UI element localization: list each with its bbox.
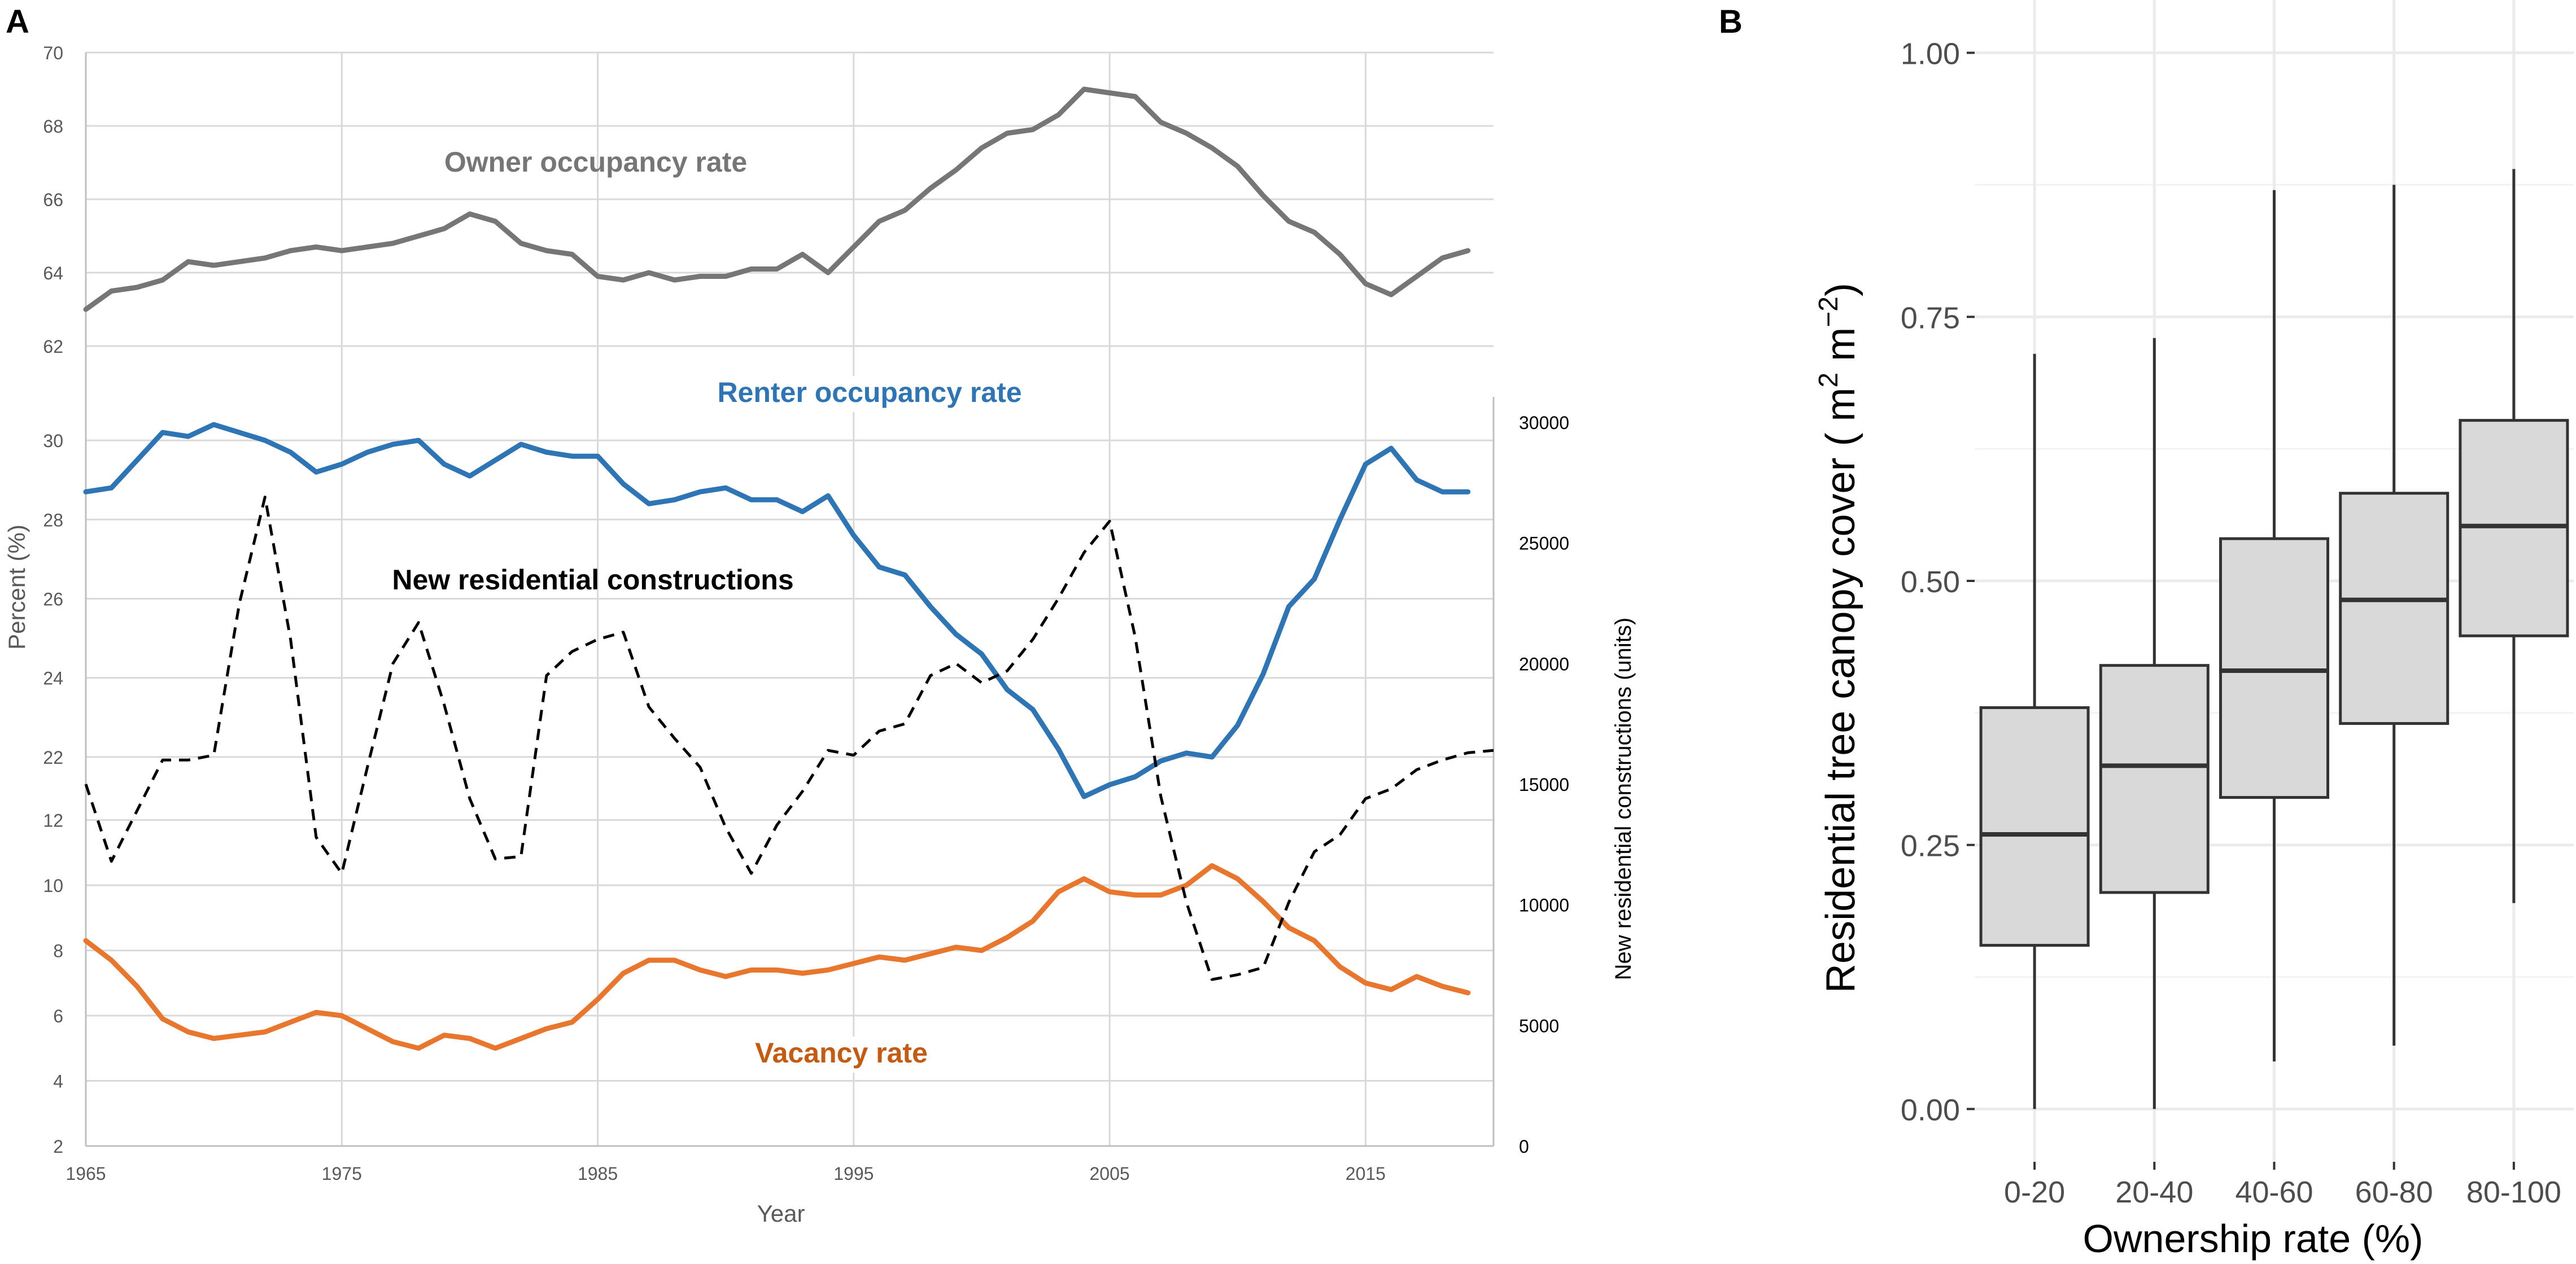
tick-label-owner-0: 62 [43, 336, 63, 357]
panel-a-series-labels: Owner occupancy rate Renter occupancy rat… [392, 146, 1028, 1073]
tick-label-owner-2: 66 [43, 190, 63, 210]
x-tick-label-2: 40-60 [2235, 1175, 2313, 1209]
tick-label-vacancy-5: 12 [43, 811, 63, 831]
x-tick-label-1: 20-40 [2115, 1175, 2193, 1209]
right-tick-label-0: 0 [1519, 1136, 1529, 1157]
series-line-owner-occupancy-rate [83, 86, 1471, 312]
tick-label-vacancy-0: 2 [53, 1136, 63, 1157]
y-title-sup-1: 2 [1814, 373, 1844, 388]
y-tick-label-1: 0.25 [1901, 829, 1960, 863]
right-tick-label-3: 15000 [1519, 775, 1569, 795]
series-line-vacancy-rate [83, 863, 1471, 1051]
panel-b: B 0.00 0.25 0.50 0.75 1.00 0-20 20-40 40-60 60-8… [1719, 0, 2574, 1261]
series-label-0: Owner occupancy rate [444, 146, 747, 178]
tick-label-owner-1: 64 [43, 263, 63, 283]
panel-b-tick-labels: 0.00 0.25 0.50 0.75 1.00 0-20 20-40 40-60 60-80 8… [1901, 37, 2561, 1209]
right-tick-label-1: 5000 [1519, 1016, 1559, 1036]
panel-a-axes [85, 53, 1495, 1147]
panel-b-y-axis-title: Residential tree canopy cover ( m2 m−2) [1814, 283, 1863, 993]
tick-label-renter-1: 24 [43, 668, 63, 689]
panel-a-right-axis-title: New residential constructions (units) [1611, 618, 1636, 980]
y-title-part-3: ) [1818, 283, 1863, 296]
tick-label-renter-3: 28 [43, 510, 63, 530]
series-label-background-1 [711, 376, 1028, 412]
y-tick-label-3: 0.75 [1901, 301, 1960, 335]
series-label-1: Renter occupancy rate [717, 377, 1021, 408]
box-3 [2339, 492, 2450, 725]
box-1 [2099, 664, 2210, 894]
x-tick-label-4: 80-100 [2466, 1175, 2561, 1209]
right-tick-label-6: 30000 [1519, 413, 1569, 433]
right-tick-label-5: 25000 [1519, 533, 1569, 554]
series-line-renter-occupancy-rate [83, 422, 1471, 799]
tick-label-owner-3: 68 [43, 116, 63, 137]
x-tick-label-0: 1965 [66, 1164, 106, 1184]
tick-label-renter-4: 30 [43, 431, 63, 451]
tick-label-renter-2: 26 [43, 589, 63, 610]
y-tick-label-4: 1.00 [1901, 37, 1960, 71]
series-label-2: New residential constructions [392, 564, 793, 596]
x-tick-label-3: 1995 [833, 1164, 874, 1184]
x-tick-label-0: 0-20 [2004, 1175, 2065, 1209]
tick-label-renter-0: 22 [43, 747, 63, 768]
right-tick-label-2: 10000 [1519, 895, 1569, 916]
series-label-background-3 [723, 1036, 960, 1073]
series-label-3: Vacancy rate [755, 1037, 928, 1069]
x-tick-label-4: 2005 [1089, 1164, 1129, 1184]
x-tick-label-5: 2015 [1346, 1164, 1386, 1184]
panel-a-label: A [6, 3, 29, 40]
right-tick-label-4: 20000 [1519, 654, 1569, 674]
x-tick-label-1: 1975 [322, 1164, 362, 1184]
box-2 [2219, 537, 2329, 799]
y-tick-label-2: 0.50 [1901, 565, 1960, 599]
panel-b-boxes [1979, 169, 2569, 1109]
panel-a-left-axis-title: Percent (%) [3, 524, 30, 650]
series-line-new-residential-constructions [84, 496, 1494, 981]
y-title-part-1: Residential tree canopy cover ( m [1818, 387, 1863, 992]
tick-label-owner-4: 70 [43, 43, 63, 63]
panel-b-x-axis-title: Ownership rate (%) [2083, 1217, 2424, 1261]
y-title-part-2: m [1818, 327, 1863, 373]
tick-label-vacancy-4: 10 [43, 876, 63, 896]
panel-b-label: B [1719, 3, 1743, 40]
panel-a-series [83, 86, 1494, 1051]
tick-label-vacancy-3: 8 [53, 941, 63, 961]
x-tick-label-2: 1985 [578, 1164, 618, 1184]
y-tick-label-0: 0.00 [1901, 1093, 1960, 1127]
panel-a-x-axis-title: Year [757, 1200, 805, 1227]
tick-label-vacancy-2: 6 [53, 1006, 63, 1026]
tick-label-vacancy-1: 4 [53, 1071, 63, 1092]
box-0 [1979, 706, 2090, 947]
x-tick-label-3: 60-80 [2355, 1175, 2433, 1209]
y-title-sup-2: −2 [1814, 296, 1844, 327]
